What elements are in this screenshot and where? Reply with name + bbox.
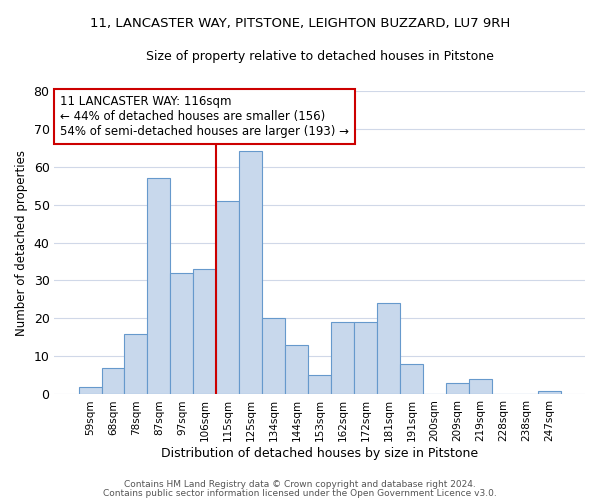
Bar <box>262 318 285 394</box>
Bar <box>148 178 170 394</box>
Title: Size of property relative to detached houses in Pitstone: Size of property relative to detached ho… <box>146 50 494 63</box>
Bar <box>469 380 492 394</box>
Y-axis label: Number of detached properties: Number of detached properties <box>15 150 28 336</box>
Text: Contains HM Land Registry data © Crown copyright and database right 2024.: Contains HM Land Registry data © Crown c… <box>124 480 476 489</box>
Bar <box>239 152 262 394</box>
Text: Contains public sector information licensed under the Open Government Licence v3: Contains public sector information licen… <box>103 488 497 498</box>
Bar <box>377 304 400 394</box>
Bar <box>193 269 217 394</box>
Text: 11 LANCASTER WAY: 116sqm
← 44% of detached houses are smaller (156)
54% of semi-: 11 LANCASTER WAY: 116sqm ← 44% of detach… <box>60 95 349 138</box>
Text: 11, LANCASTER WAY, PITSTONE, LEIGHTON BUZZARD, LU7 9RH: 11, LANCASTER WAY, PITSTONE, LEIGHTON BU… <box>90 18 510 30</box>
Bar <box>124 334 148 394</box>
Bar <box>101 368 124 394</box>
Bar <box>285 345 308 395</box>
Bar <box>217 200 239 394</box>
Bar <box>79 387 101 394</box>
Bar <box>538 390 561 394</box>
Bar <box>331 322 354 394</box>
X-axis label: Distribution of detached houses by size in Pitstone: Distribution of detached houses by size … <box>161 447 478 460</box>
Bar <box>170 273 193 394</box>
Bar <box>400 364 423 394</box>
Bar <box>354 322 377 394</box>
Bar <box>446 383 469 394</box>
Bar <box>308 376 331 394</box>
